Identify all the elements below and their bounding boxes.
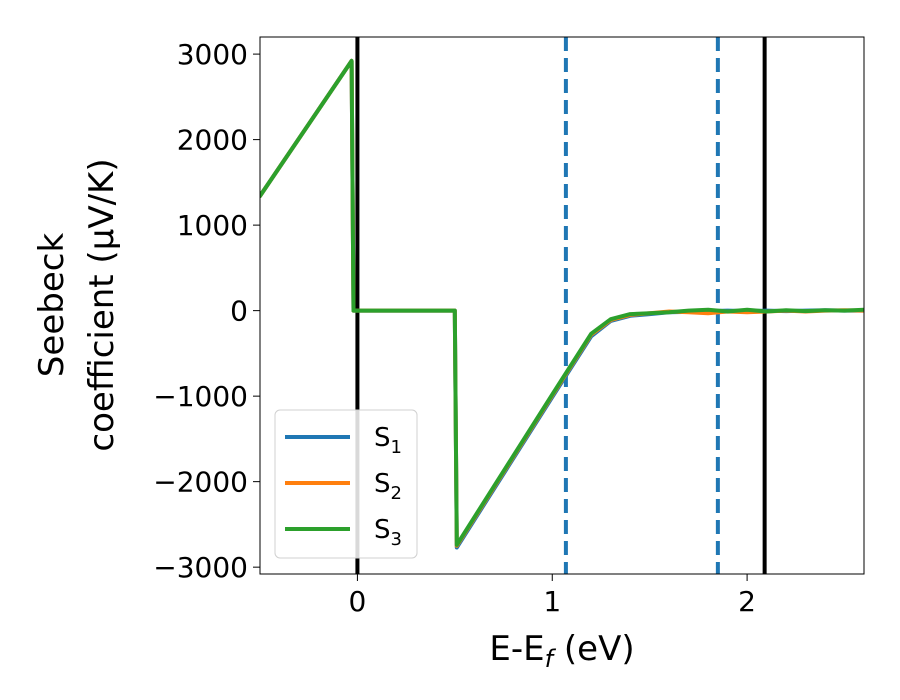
x-tick-label: 0 [349,585,367,618]
legend-label-s2: S2 [374,469,402,504]
y-tick-label: 2000 [177,124,248,157]
y-tick-label: 1000 [177,209,248,242]
x-tick-label: 1 [543,585,561,618]
y-axis-label-line2: coefficient (μV/K) [82,158,122,451]
legend: S1 S2 S3 [274,409,418,559]
y-tick-label: 3000 [177,38,248,71]
y-tick-label: 0 [230,295,248,328]
plot-frame [259,36,865,575]
y-tick-label: −1000 [153,380,248,413]
y-tick-label: −2000 [153,466,248,499]
y-tick-label: −3000 [153,551,248,584]
legend-label-s3: S3 [374,515,402,550]
series-line-s3 [260,58,864,547]
ticks-layer: 0 1 2 −3000 −2000 −1000 0 1000 2000 3000 [153,38,756,618]
x-tick-label: 2 [738,585,756,618]
x-axis-label-main: E-E [489,629,544,669]
x-axis-label: E-Ef (eV) [489,629,634,673]
y-axis-label-line1: Seebeck [32,233,72,378]
legend-label-s1: S1 [374,423,402,458]
x-axis-label-unit: (eV) [553,629,635,669]
plot-layer [260,37,864,574]
